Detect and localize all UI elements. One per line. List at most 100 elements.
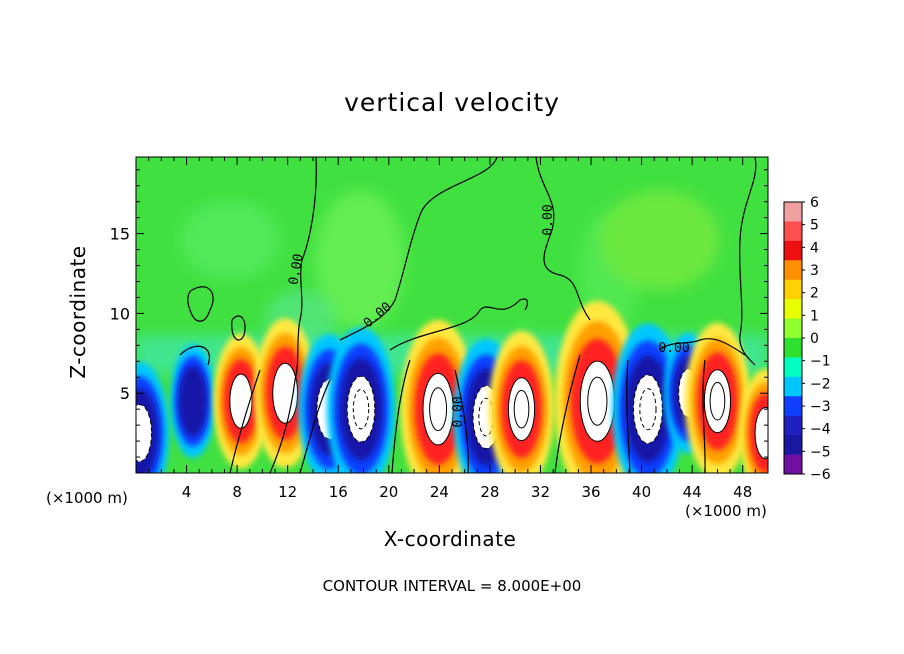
velocity-cells xyxy=(136,300,768,473)
colorbar-tick-label: −4 xyxy=(810,422,831,438)
colorbar-swatch xyxy=(784,376,802,397)
colorbar-tick-label: 6 xyxy=(810,195,819,211)
velocity-cell xyxy=(739,369,768,473)
x-tick-label: 28 xyxy=(480,483,499,501)
cell-layer xyxy=(229,374,252,429)
cell-layer xyxy=(272,363,298,424)
colorbar-swatch xyxy=(784,396,802,417)
x-tick-label: 4 xyxy=(182,483,192,501)
y-tick-label: 5 xyxy=(120,384,130,403)
cell-contour xyxy=(632,374,663,444)
cell-layer xyxy=(633,374,663,444)
contour-line xyxy=(389,298,528,351)
contour-line xyxy=(626,359,631,473)
colorbar-swatch xyxy=(784,299,802,320)
cell-contour xyxy=(703,369,732,434)
colorbar-swatch xyxy=(784,435,802,456)
colorbar-swatch xyxy=(784,357,802,378)
x-unit-label-left: (×1000 m) xyxy=(46,489,128,507)
cell-contour xyxy=(136,404,153,463)
x-tick-label: 8 xyxy=(232,483,242,501)
colorbar-tick-label: −2 xyxy=(810,376,831,392)
cell-layer xyxy=(704,369,731,433)
contour-label: 0.00 xyxy=(541,204,556,235)
colorbar-tick-label: 4 xyxy=(810,240,819,256)
cell-contour xyxy=(352,388,370,430)
cell-layer xyxy=(178,365,207,437)
colorbar: 6 5 4 3 2 1 0 −1 −2 −3 −4 −5 −6 xyxy=(783,195,831,483)
cell-contour xyxy=(346,375,376,443)
colorbar-tick-label: −5 xyxy=(810,444,831,460)
contour-label: 0.00 xyxy=(451,396,466,427)
contour-line xyxy=(339,157,498,341)
colorbar-tick-label: 2 xyxy=(810,286,819,302)
velocity-cell xyxy=(611,323,685,473)
x-tick-label: 44 xyxy=(683,483,702,501)
x-tick-label: 36 xyxy=(581,483,600,501)
cell-contour xyxy=(422,372,454,446)
cell-contour xyxy=(229,373,253,429)
x-axis-label: X-coordinate xyxy=(383,527,517,551)
velocity-cell xyxy=(326,327,396,473)
x-tick-label: 48 xyxy=(733,483,752,501)
x-tick-label: 12 xyxy=(278,483,297,501)
cell-layer xyxy=(347,376,375,443)
velocity-cell xyxy=(136,361,170,473)
x-tick-label: 24 xyxy=(430,483,449,501)
y-axis-label: Z-coordinate xyxy=(66,245,90,379)
colorbar-tick-label: 3 xyxy=(810,263,819,279)
contour-line xyxy=(535,157,591,321)
contour-line xyxy=(659,338,746,356)
colorbar-swatch xyxy=(784,279,802,300)
colorbar-swatch xyxy=(784,202,802,222)
cell-contour xyxy=(709,381,726,421)
colorbar-swatch xyxy=(784,454,802,475)
x-unit-label-right: (×1000 m) xyxy=(685,502,767,520)
colorbar-swatch xyxy=(784,260,802,281)
colorbar-tick-label: −1 xyxy=(810,354,831,370)
x-tick-label: 16 xyxy=(329,483,348,501)
cell-layer xyxy=(136,404,152,462)
contour-line xyxy=(269,157,317,473)
contour-line xyxy=(454,369,469,473)
contour-line xyxy=(739,157,757,366)
contour-line xyxy=(229,369,261,473)
cell-layer xyxy=(422,373,454,445)
plot-area: 0.000.000.000.000.00 xyxy=(136,157,768,473)
cell-layer xyxy=(508,377,535,441)
contour-line xyxy=(554,354,581,473)
velocity-cell xyxy=(488,330,555,473)
x-axis: 4 8 12 16 20 24 28 32 36 40 44 48 xyxy=(148,157,756,501)
colorbar-swatch xyxy=(784,318,802,339)
colorbar-tick-label: 5 xyxy=(810,218,819,234)
velocity-cell xyxy=(213,333,269,469)
zero-contours xyxy=(179,157,757,473)
contour-line xyxy=(179,345,211,366)
x-tick-label: 20 xyxy=(379,483,398,501)
colorbar-swatch xyxy=(784,221,802,242)
cell-contour xyxy=(587,376,608,426)
colorbar-tick-label: −6 xyxy=(810,467,831,483)
cell-contour xyxy=(272,362,299,424)
contour-label: 0.00 xyxy=(286,253,306,286)
contour-interval-note: CONTOUR INTERVAL = 8.000E+00 xyxy=(322,577,582,595)
contour-label: 0.00 xyxy=(658,341,689,356)
cell-contour xyxy=(639,388,657,431)
colorbar-tick-label: 1 xyxy=(810,308,819,324)
cell-layer xyxy=(580,361,615,442)
x-tick-label: 40 xyxy=(632,483,651,501)
y-tick-label: 10 xyxy=(110,304,130,323)
cell-layer xyxy=(755,407,768,459)
velocity-cell xyxy=(170,344,216,458)
colorbar-tick-label: 0 xyxy=(810,331,819,347)
y-tick-label: 15 xyxy=(110,225,130,244)
colorbar-swatch xyxy=(784,338,802,358)
contour-line xyxy=(391,359,411,473)
colorbar-tick-label: −3 xyxy=(810,399,831,415)
cell-contour xyxy=(429,387,448,432)
y-axis: 5 10 15 xyxy=(110,169,768,458)
colorbar-swatch xyxy=(784,415,802,436)
cell-contour xyxy=(754,407,768,460)
x-tick-label: 32 xyxy=(531,483,550,501)
